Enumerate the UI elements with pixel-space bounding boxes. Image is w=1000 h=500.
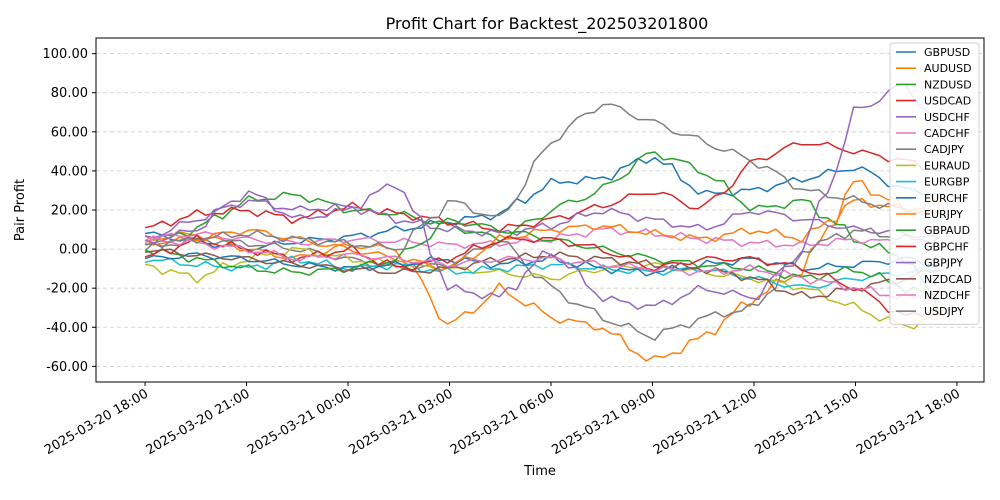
legend-label: AUDUSD <box>924 62 972 75</box>
series-line-usdjpy <box>144 103 941 251</box>
series-line-eurchf <box>144 252 941 277</box>
y-tick-label: 40.00 <box>51 164 88 179</box>
legend-label: NZDCAD <box>924 273 972 286</box>
series-line-usdcad <box>144 141 941 233</box>
x-tick-label: 2025-03-21 03:00 <box>347 386 456 458</box>
y-tick-label: 0.00 <box>59 243 88 258</box>
series-line-audusd <box>144 179 941 362</box>
x-tick-label: 2025-03-20 18:00 <box>42 386 151 458</box>
legend: GBPUSD AUDUSD NZDUSD USDCAD USDCHF CADCHF CADJ… <box>889 42 980 325</box>
x-tick-label: 2025-03-21 12:00 <box>651 386 760 458</box>
x-tick-label: 2025-03-21 06:00 <box>448 386 557 458</box>
y-tick-label: 60.00 <box>51 125 88 140</box>
y-gridlines <box>96 53 984 367</box>
x-tick-label: 2025-03-21 00:00 <box>245 386 354 458</box>
y-tick-label: 100.00 <box>43 47 89 62</box>
legend-label: GBPCHF <box>924 240 969 253</box>
legend-label: CADJPY <box>924 143 964 156</box>
x-tick-label: 2025-03-21 18:00 <box>854 386 963 458</box>
y-axis: -60.00 -40.00 -20.00 0.00 20.00 40.00 60.00 80.… <box>43 47 96 375</box>
series-line-nzdchf <box>144 235 941 300</box>
x-axis-label: Time <box>523 464 556 479</box>
y-tick-label: -60.00 <box>46 360 88 375</box>
y-tick-label: 20.00 <box>51 204 88 219</box>
x-tick-label: 2025-03-21 09:00 <box>550 386 659 458</box>
series-line-cadjpy <box>144 227 941 341</box>
legend-label: USDCHF <box>924 111 970 124</box>
y-tick-label: -40.00 <box>46 321 88 336</box>
legend-label: GBPUSD <box>924 46 970 59</box>
legend-label: CADCHF <box>924 127 970 140</box>
legend-label: NZDCHF <box>924 289 971 302</box>
x-tick-label: 2025-03-20 21:00 <box>144 386 253 458</box>
series-line-gbpaud <box>144 217 941 304</box>
legend-label: EURAUD <box>924 159 970 172</box>
y-tick-label: 80.00 <box>51 86 88 101</box>
series-line-gbpjpy <box>144 83 941 310</box>
series-line-nzdcad <box>145 248 941 299</box>
x-tick-label: 2025-03-21 15:00 <box>752 386 861 458</box>
legend-label: EURCHF <box>924 192 968 205</box>
legend-label: USDJPY <box>924 305 964 318</box>
series-line-usdchf <box>144 199 941 239</box>
legend-label: USDCAD <box>924 95 971 108</box>
y-axis-label: Pair Profit <box>13 179 28 241</box>
legend-box <box>889 42 980 325</box>
series-line-nzdusd <box>145 151 941 316</box>
y-tick-label: -20.00 <box>46 282 88 297</box>
legend-label: GBPJPY <box>924 257 963 270</box>
chart-title: Profit Chart for Backtest_202503201800 <box>386 14 709 34</box>
legend-label: NZDUSD <box>924 78 972 91</box>
series-line-gbpchf <box>144 234 941 317</box>
legend-label: GBPAUD <box>924 224 970 237</box>
legend-label: EURJPY <box>924 208 963 221</box>
legend-label: EURGBP <box>924 176 970 189</box>
series-lines <box>144 83 941 362</box>
